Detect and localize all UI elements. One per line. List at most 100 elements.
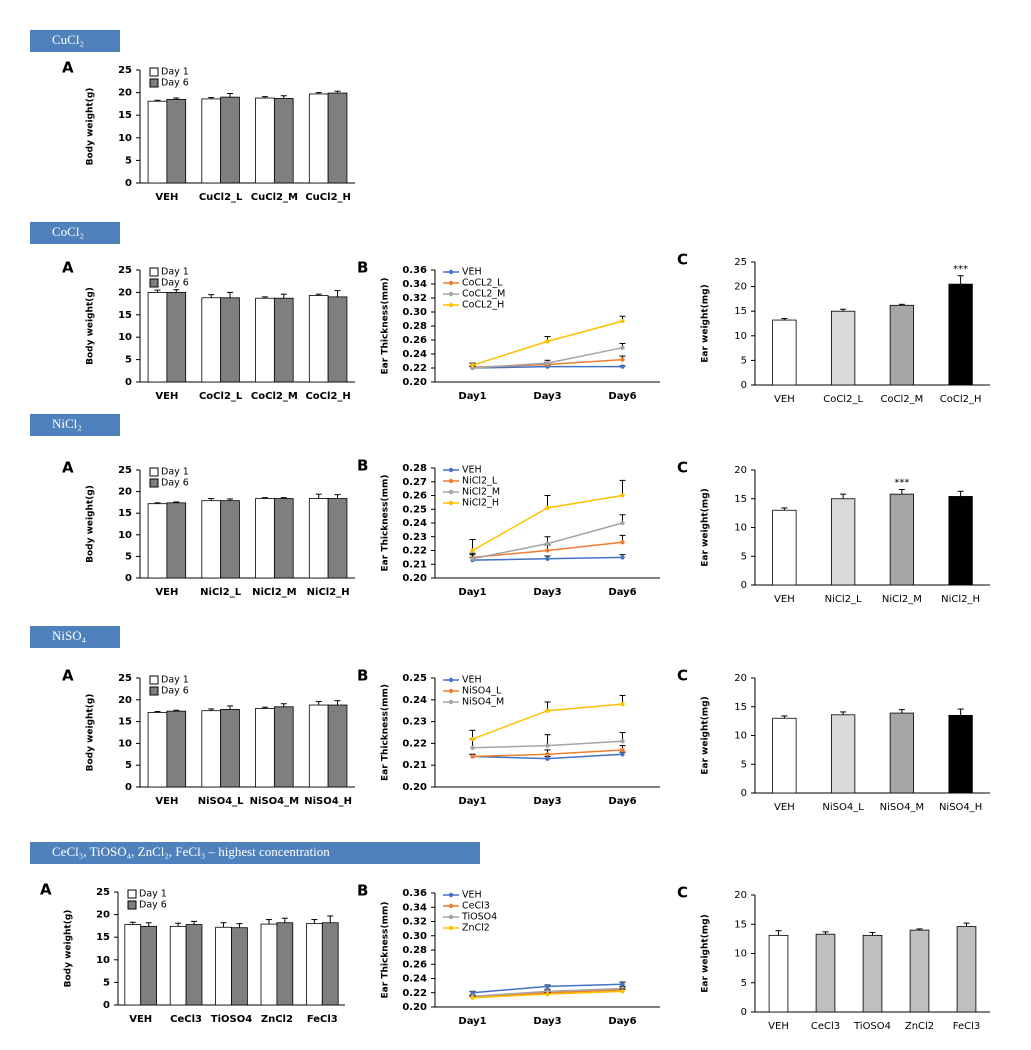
y-tick-label: 0.22 bbox=[402, 738, 427, 749]
y-tick-label: 0 bbox=[741, 380, 747, 391]
point bbox=[470, 548, 475, 553]
y-tick-label: 5 bbox=[741, 759, 747, 770]
point bbox=[470, 363, 475, 368]
section-header-box bbox=[30, 626, 120, 648]
bar bbox=[166, 291, 187, 383]
legend-label: Day 1 bbox=[161, 67, 189, 78]
y-axis-label: Ear weight(mg) bbox=[701, 488, 711, 567]
x-tick-label: Day1 bbox=[458, 1016, 486, 1027]
bar bbox=[830, 714, 856, 794]
x-tick-label: NiSO4_L bbox=[198, 796, 244, 807]
bar bbox=[768, 934, 789, 1013]
y-tick-label: 20 bbox=[734, 465, 747, 476]
legend-marker bbox=[448, 467, 454, 473]
panel-letter: A bbox=[62, 667, 74, 685]
error-bar bbox=[898, 709, 905, 714]
x-tick-label: TiOSO4 bbox=[211, 1014, 252, 1025]
y-tick-label: 0.20 bbox=[402, 782, 427, 793]
y-tick-label: 15 bbox=[118, 508, 132, 519]
point bbox=[620, 493, 625, 498]
y-tick-label: 25 bbox=[118, 65, 132, 76]
y-tick-label: 0 bbox=[103, 1000, 110, 1011]
bar bbox=[327, 296, 348, 383]
section-header: CoCl₂ bbox=[52, 224, 84, 239]
error-bar bbox=[208, 97, 215, 99]
y-axis-label: Body weight(g) bbox=[86, 694, 96, 772]
legend-label: Day 6 bbox=[161, 686, 189, 697]
legend-swatch bbox=[149, 78, 159, 88]
error-bar bbox=[334, 700, 341, 706]
x-tick-label: NiSO4_H bbox=[304, 796, 352, 807]
y-tick-label: 10 bbox=[118, 133, 132, 144]
section-header: CuCl₂ bbox=[52, 32, 84, 47]
annotation: *** bbox=[953, 264, 968, 275]
y-tick-label: 0.36 bbox=[402, 888, 427, 899]
error-bar bbox=[227, 498, 234, 501]
y-tick-label: 15 bbox=[118, 110, 132, 121]
legend-label: VEH bbox=[462, 675, 482, 686]
y-tick-label: 10 bbox=[118, 332, 132, 343]
error-bar bbox=[173, 97, 180, 100]
bar bbox=[220, 708, 240, 788]
legend-marker bbox=[448, 892, 454, 898]
y-tick-label: 20 bbox=[118, 287, 132, 298]
x-tick-label: NiCl2_H bbox=[307, 587, 350, 598]
point bbox=[545, 991, 550, 997]
x-tick-label: NiCl2_H bbox=[941, 594, 980, 605]
x-tick-label: VEH bbox=[155, 796, 178, 807]
point bbox=[620, 989, 625, 994]
bar bbox=[220, 96, 240, 184]
y-tick-label: 15 bbox=[734, 702, 747, 713]
bar bbox=[185, 924, 203, 1006]
bar bbox=[273, 498, 294, 579]
x-tick-label: NiCl2_L bbox=[200, 587, 242, 598]
panel-letter: A bbox=[62, 259, 74, 277]
point bbox=[470, 556, 475, 561]
bar bbox=[862, 934, 883, 1013]
bar bbox=[948, 714, 973, 794]
point bbox=[545, 339, 550, 344]
panel-letter: C bbox=[677, 251, 688, 269]
x-tick-label: CoCl2_H bbox=[305, 391, 350, 402]
error-bar bbox=[261, 296, 268, 299]
y-tick-label: 20 bbox=[734, 282, 747, 293]
y-tick-label: 10 bbox=[734, 731, 747, 742]
y-tick-label: 0.22 bbox=[402, 988, 427, 999]
x-tick-label: CuCl2_L bbox=[199, 192, 243, 203]
y-tick-label: 0.20 bbox=[402, 1002, 427, 1013]
y-tick-label: 0.25 bbox=[402, 673, 427, 684]
panel-letter: A bbox=[40, 881, 52, 899]
error-bar bbox=[781, 318, 788, 321]
legend-label: VEH bbox=[462, 267, 482, 278]
y-tick-label: 10 bbox=[96, 955, 110, 966]
bar bbox=[255, 498, 275, 579]
x-tick-label: Day1 bbox=[458, 587, 486, 598]
panel-letter: A bbox=[62, 459, 74, 477]
error-bar bbox=[822, 931, 829, 935]
point bbox=[620, 739, 625, 744]
error-bar bbox=[173, 709, 180, 712]
point bbox=[470, 736, 475, 742]
bar bbox=[830, 310, 856, 386]
point bbox=[545, 541, 550, 546]
x-tick-label: NiCl2_L bbox=[825, 594, 862, 605]
y-tick-label: 15 bbox=[96, 932, 110, 943]
y-tick-label: 15 bbox=[734, 306, 747, 317]
bar bbox=[909, 929, 930, 1013]
y-tick-label: 20 bbox=[734, 890, 747, 901]
bar bbox=[220, 500, 240, 579]
point bbox=[620, 752, 625, 757]
x-tick-label: CuCl2_H bbox=[305, 192, 351, 203]
x-tick-label: NiCl2_M bbox=[252, 587, 297, 598]
legend-marker bbox=[448, 280, 454, 286]
bar bbox=[260, 923, 278, 1006]
section-header: NiSO₄ bbox=[52, 628, 87, 643]
y-tick-label: 15 bbox=[118, 717, 132, 728]
error-bar bbox=[311, 919, 318, 924]
error-bar bbox=[281, 917, 288, 923]
error-bar bbox=[781, 715, 788, 719]
y-tick-label: 20 bbox=[734, 673, 747, 684]
x-tick-label: CoCl2_M bbox=[251, 391, 298, 402]
x-tick-label: NiSO4_H bbox=[939, 802, 982, 813]
error-bar bbox=[334, 494, 341, 499]
